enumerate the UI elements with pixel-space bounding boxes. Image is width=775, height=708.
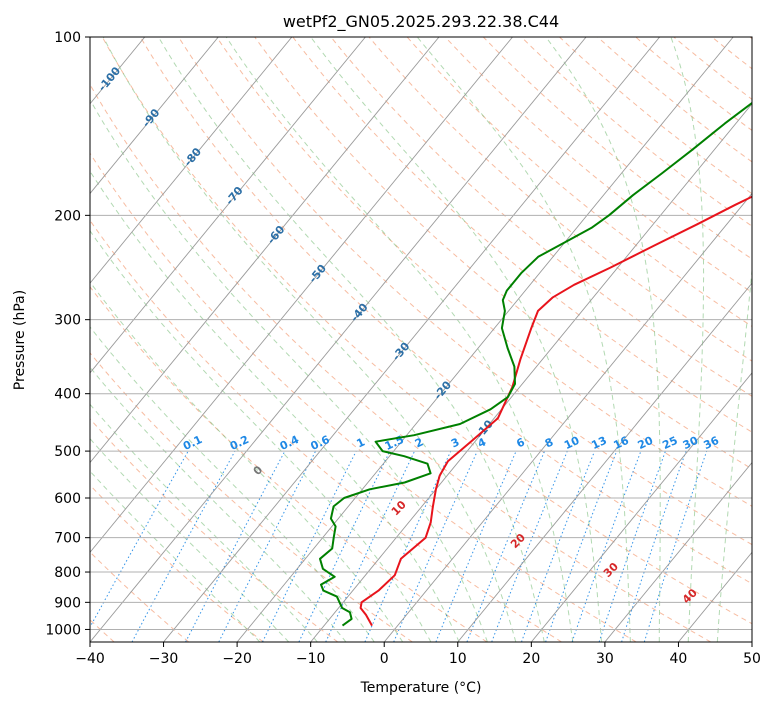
dewpoint-profile-line bbox=[319, 101, 752, 627]
x-tick-label: 0 bbox=[380, 651, 389, 667]
mixing-ratio-line bbox=[621, 450, 687, 642]
mixing-ratio-line bbox=[545, 450, 618, 642]
mixing-ratio-label: 25 bbox=[660, 434, 679, 452]
y-tick-label: 800 bbox=[54, 565, 81, 581]
moist-adiabat-line bbox=[670, 37, 705, 642]
moist-adiabat-line bbox=[90, 229, 432, 642]
background-lines bbox=[90, 37, 752, 642]
mixing-ratio-line bbox=[262, 450, 357, 642]
dry-adiabat-line bbox=[178, 37, 752, 546]
isotherm-line bbox=[383, 192, 752, 642]
isotherm-line bbox=[236, 37, 734, 642]
x-tick-label: 20 bbox=[522, 651, 540, 667]
mixing-ratio-line bbox=[521, 450, 596, 642]
profile-series bbox=[319, 101, 752, 627]
dry-adiabat-line bbox=[90, 484, 264, 642]
moist-adiabat-line bbox=[90, 326, 375, 642]
mixing-ratio-label: 20 bbox=[636, 434, 656, 452]
x-axis-ticks: −40 −30 −20 −10 0 10 20 30 40 50 bbox=[75, 642, 761, 667]
mixing-ratio-line bbox=[131, 450, 236, 642]
isotherm-line bbox=[90, 37, 219, 195]
mixing-ratio-line bbox=[643, 450, 708, 642]
moist-adiabat-line bbox=[90, 437, 290, 642]
mixing-ratio-label: 13 bbox=[589, 434, 608, 452]
isotherm-line bbox=[604, 461, 752, 642]
x-tick-label: −30 bbox=[149, 651, 179, 667]
mixing-ratio-label: 30 bbox=[681, 434, 701, 452]
isotherm-line bbox=[751, 641, 752, 642]
plot-background bbox=[90, 37, 752, 642]
x-tick-label: 30 bbox=[596, 651, 614, 667]
mixing-ratio-line bbox=[435, 450, 517, 642]
dry-adiabat-line bbox=[749, 37, 752, 40]
isotherm-line bbox=[90, 37, 366, 374]
isotherm-line bbox=[310, 103, 752, 642]
y-axis-ticks: 100 200 300 400 500 600 700 800 900 1000 bbox=[45, 30, 90, 638]
dry-adiabat-line bbox=[90, 83, 712, 642]
y-tick-label: 100 bbox=[54, 30, 81, 46]
plot-frame bbox=[89, 36, 753, 643]
mixing-ratio-line bbox=[218, 450, 317, 642]
isotherm-line bbox=[0, 37, 71, 642]
mixing-ratio-line bbox=[598, 450, 666, 642]
x-tick-label: 40 bbox=[670, 651, 688, 667]
x-tick-label: −10 bbox=[296, 651, 326, 667]
x-axis-label: Temperature (°C) bbox=[360, 680, 482, 696]
y-tick-label: 400 bbox=[54, 387, 81, 403]
isotherm-line bbox=[163, 37, 661, 642]
dry-adiabat-line bbox=[521, 37, 752, 227]
mixing-ratio-line bbox=[491, 450, 568, 642]
mixing-ratio-line bbox=[90, 450, 189, 629]
moist-adiabat-line bbox=[90, 470, 261, 642]
y-tick-label: 300 bbox=[54, 313, 81, 329]
y-tick-label: 700 bbox=[54, 531, 81, 547]
isotherm-line bbox=[457, 282, 752, 642]
y-tick-label: 900 bbox=[54, 595, 81, 611]
moist-adiabat-line bbox=[716, 265, 752, 642]
dry-adiabat-line bbox=[292, 37, 752, 433]
x-tick-label: 50 bbox=[743, 651, 761, 667]
y-tick-label: 500 bbox=[54, 444, 81, 460]
isotherm-line bbox=[90, 37, 293, 284]
moist-adiabat-line bbox=[416, 37, 631, 642]
mixing-ratio-line bbox=[571, 450, 642, 642]
y-axis-label: Pressure (hPa) bbox=[12, 290, 28, 390]
isotherm-line bbox=[530, 372, 752, 642]
y-tick-label: 600 bbox=[54, 491, 81, 507]
chart-title: wetPf2_GN05.2025.293.22.38.C44 bbox=[283, 12, 559, 32]
dry-adiabat-line bbox=[597, 37, 752, 163]
y-tick-label: 200 bbox=[54, 208, 81, 224]
mixing-ratio-line bbox=[393, 450, 478, 642]
moist-adiabat-line bbox=[90, 281, 404, 642]
moist-adiabat-line bbox=[90, 403, 318, 642]
isotherm-line bbox=[90, 37, 440, 464]
dry-adiabat-line bbox=[330, 37, 752, 397]
dry-adiabat-line bbox=[139, 37, 752, 585]
temperature-profile-line bbox=[359, 195, 752, 627]
moist-adiabat-line bbox=[310, 37, 602, 642]
moist-adiabat-line bbox=[545, 37, 661, 642]
dry-adiabat-line bbox=[90, 286, 488, 642]
moist-adiabat-line bbox=[158, 37, 545, 642]
dry-adiabat-line bbox=[482, 37, 752, 260]
mixing-ratio-label: 10 bbox=[562, 434, 582, 452]
moist-adiabat-line bbox=[90, 98, 488, 642]
grid-lines bbox=[0, 37, 752, 642]
moist-adiabat-line bbox=[90, 366, 347, 642]
dry-adiabat-line bbox=[559, 37, 752, 195]
isotherm-line bbox=[90, 37, 513, 554]
mixing-ratio-label: 16 bbox=[612, 434, 632, 452]
mixing-ratio-label: 36 bbox=[702, 434, 722, 452]
moist-adiabat-line bbox=[90, 170, 460, 642]
mixing-ratio-line bbox=[466, 450, 546, 642]
y-tick-label: 1000 bbox=[45, 622, 81, 638]
x-tick-label: −20 bbox=[222, 651, 252, 667]
x-tick-label: 10 bbox=[449, 651, 467, 667]
isotherm-line bbox=[90, 37, 587, 642]
x-tick-label: −40 bbox=[75, 651, 105, 667]
dry-adiabat-line bbox=[101, 37, 752, 625]
